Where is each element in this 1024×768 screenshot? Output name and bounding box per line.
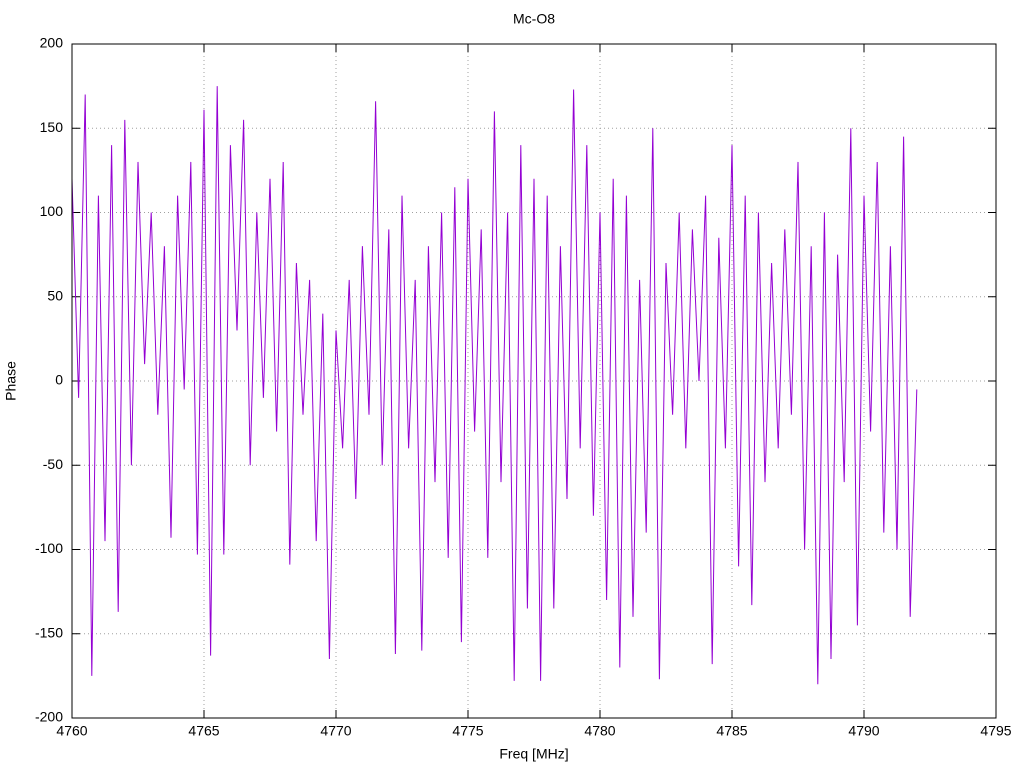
x-axis-label: Freq [MHz] [499, 746, 568, 762]
x-tick-label: 4760 [56, 723, 87, 739]
y-tick-label: -100 [35, 540, 63, 556]
x-tick-label: 4765 [188, 723, 219, 739]
y-tick-label: 150 [40, 119, 64, 135]
x-tick-label: 4790 [848, 723, 879, 739]
y-tick-label: -150 [35, 624, 63, 640]
y-tick-label: -200 [35, 709, 63, 725]
plot-border [71, 43, 997, 719]
y-tick-label: -50 [43, 456, 63, 472]
y-tick-label: 0 [55, 372, 63, 388]
y-tick-label: 200 [40, 35, 64, 51]
x-tick-label: 4785 [716, 723, 747, 739]
y-axis-label: Phase [3, 361, 19, 401]
y-tick-label: 50 [47, 287, 63, 303]
x-tick-label: 4780 [584, 723, 615, 739]
data-line [71, 86, 918, 685]
chart-title: Mc-O8 [513, 11, 555, 27]
x-tick-label: 4775 [452, 723, 483, 739]
y-tick-label: 100 [40, 203, 64, 219]
x-tick-label: 4770 [320, 723, 351, 739]
x-tick-label: 4795 [980, 723, 1011, 739]
